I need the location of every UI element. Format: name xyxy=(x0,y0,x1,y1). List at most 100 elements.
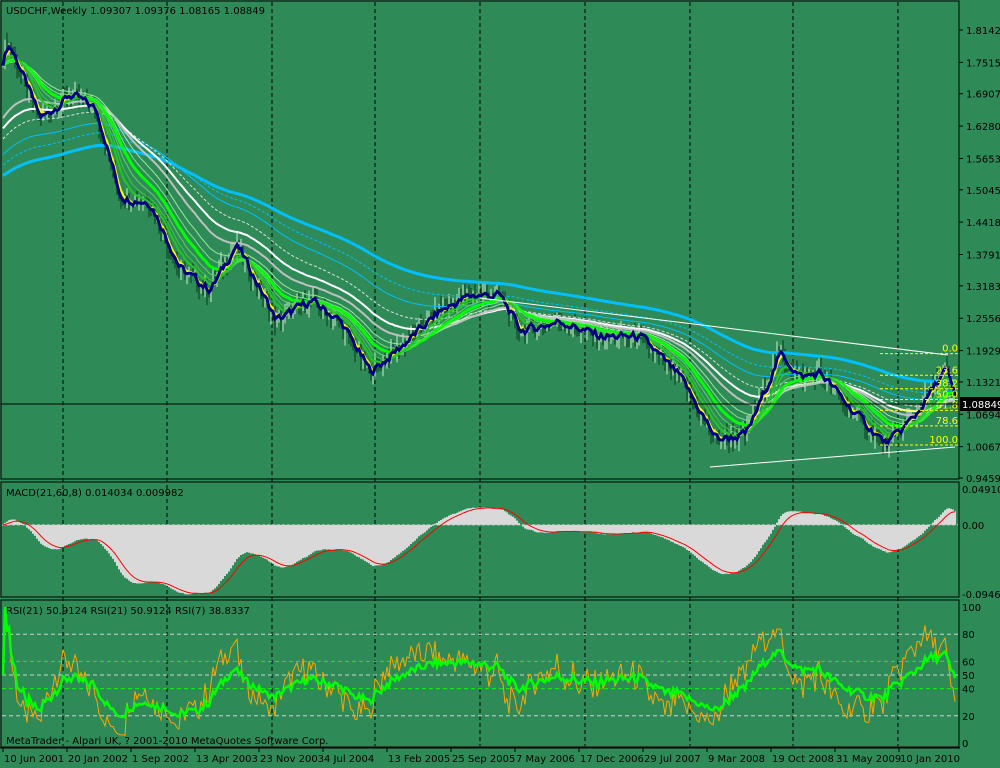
macd-histogram-bar xyxy=(738,524,740,571)
macd-histogram-bar xyxy=(20,522,22,525)
macd-histogram-bar xyxy=(830,518,832,525)
macd-histogram-bar xyxy=(482,507,484,525)
macd-axis-label: -0.09465 xyxy=(962,590,1000,601)
macd-histogram-bar xyxy=(734,524,736,573)
macd-histogram-bar xyxy=(470,508,472,525)
macd-histogram-bar xyxy=(548,524,550,533)
macd-histogram-bar xyxy=(682,524,684,547)
macd-histogram-bar xyxy=(614,524,616,535)
macd-histogram-bar xyxy=(324,524,326,550)
macd-histogram-bar xyxy=(714,524,716,572)
macd-histogram-bar xyxy=(76,524,78,541)
macd-histogram-bar xyxy=(662,524,664,538)
macd-histogram-bar xyxy=(166,524,168,587)
macd-histogram-bar xyxy=(572,524,574,532)
rsi-axis-label: 60 xyxy=(962,657,975,668)
macd-histogram-bar xyxy=(616,524,618,535)
time-axis-label: 19 Oct 2008 xyxy=(772,754,834,765)
macd-histogram-bar xyxy=(228,524,230,572)
macd-histogram-bar xyxy=(942,512,944,525)
macd-histogram-bar xyxy=(456,512,458,525)
macd-histogram-bar xyxy=(416,524,418,539)
macd-histogram-bar xyxy=(792,511,794,525)
macd-histogram-bar xyxy=(560,524,562,532)
macd-histogram-bar xyxy=(312,524,314,553)
macd-histogram-bar xyxy=(580,524,582,533)
macd-histogram-bar xyxy=(542,524,544,533)
macd-histogram-bar xyxy=(94,524,96,540)
macd-histogram-bar xyxy=(862,524,864,539)
macd-histogram-bar xyxy=(272,524,274,564)
macd-histogram-bar xyxy=(340,524,342,550)
lower-trendline[interactable] xyxy=(709,446,956,468)
rsi-axis-label: 40 xyxy=(962,685,975,696)
macd-histogram-bar xyxy=(86,524,88,539)
macd-histogram-bar xyxy=(558,524,560,532)
macd-histogram-bar xyxy=(684,524,686,549)
macd-histogram-bar xyxy=(266,524,268,560)
macd-histogram-bar xyxy=(522,524,524,527)
macd-histogram-bar xyxy=(704,524,706,565)
macd-histogram-bar xyxy=(724,524,726,574)
macd-axis-label: 0.049104 xyxy=(962,485,1000,496)
macd-histogram-bar xyxy=(564,524,566,532)
macd-histogram-bar xyxy=(412,524,414,543)
macd-histogram-bar xyxy=(180,524,182,593)
macd-histogram-bar xyxy=(952,509,954,525)
time-axis-label: 20 Jan 2002 xyxy=(68,754,128,765)
macd-histogram-bar xyxy=(708,524,710,567)
macd-histogram-bar xyxy=(234,524,236,563)
macd-histogram-bar xyxy=(766,524,768,540)
price-axis-label: 1.31830 xyxy=(966,282,1000,293)
rsi-axis-label: 0 xyxy=(962,739,968,750)
fibo-level-label: 0.0 xyxy=(942,344,958,355)
macd-histogram-bar xyxy=(914,524,916,540)
macd-histogram-bar xyxy=(576,524,578,532)
macd-histogram-bar xyxy=(40,524,42,544)
macd-histogram-bar xyxy=(238,524,240,558)
macd-histogram-bar xyxy=(864,524,866,541)
macd-histogram-bar xyxy=(836,521,838,525)
current-price-tag xyxy=(960,397,1000,411)
time-axis-label: 31 May 2009 xyxy=(836,754,901,765)
fibonacci-retracement[interactable]: 0.0 23.6 38.250.061.8 78.6 100.0 xyxy=(880,344,958,446)
macd-histogram-bar xyxy=(284,524,286,568)
macd-histogram-bar xyxy=(660,524,662,537)
macd-histogram-bar xyxy=(592,524,594,533)
macd-histogram-bar xyxy=(840,523,842,525)
macd-histogram-bar xyxy=(332,524,334,550)
macd-histogram-bar xyxy=(418,524,420,537)
macd-histogram-bar xyxy=(288,524,290,566)
macd-histogram-bar xyxy=(804,512,806,525)
macd-histogram-bar xyxy=(868,524,870,544)
time-axis-label: 10 Jan 2010 xyxy=(900,754,960,765)
macd-histogram-bar xyxy=(884,524,886,552)
macd-histogram-bar xyxy=(928,524,930,527)
macd-histogram-bar xyxy=(70,524,72,544)
upper-trendline[interactable] xyxy=(479,297,949,356)
macd-histogram-bar xyxy=(678,524,680,546)
macd-histogram-bar xyxy=(740,524,742,570)
macd-histogram-bar xyxy=(820,514,822,525)
macd-histogram-bar xyxy=(472,507,474,525)
macd-histogram-bar xyxy=(236,524,238,560)
macd-histogram-bar xyxy=(922,524,924,534)
macd-histogram-bar xyxy=(254,524,256,555)
macd-histogram-bar xyxy=(512,516,514,525)
macd-histogram-bar xyxy=(172,524,174,590)
macd-histogram-bar xyxy=(654,524,656,535)
macd-histogram-bar xyxy=(224,524,226,577)
price-axis-label: 1.50450 xyxy=(966,186,1000,197)
macd-histogram-bar xyxy=(18,521,20,525)
macd-histogram-bar xyxy=(538,524,540,533)
macd-histogram-bar xyxy=(526,524,528,530)
macd-histogram-bar xyxy=(216,524,218,587)
macd-histogram-bar xyxy=(342,524,344,551)
rsi-axis-label: 20 xyxy=(962,712,975,723)
macd-histogram-bar xyxy=(32,524,34,534)
macd-histogram-bar xyxy=(790,511,792,525)
macd-histogram-bar xyxy=(746,524,748,566)
fibo-level-label: 38.2 xyxy=(936,379,958,390)
macd-histogram-bar xyxy=(202,524,204,594)
